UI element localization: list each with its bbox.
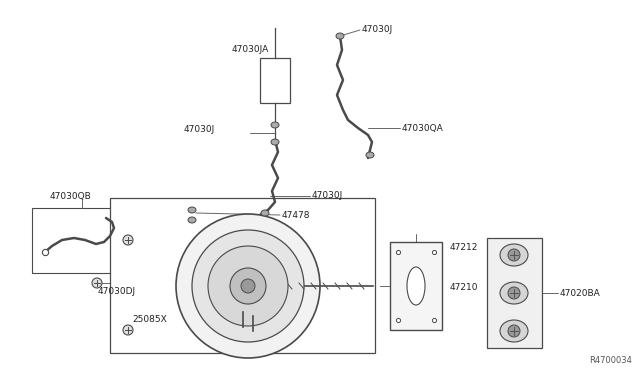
Text: 47030QB: 47030QB [50, 192, 92, 201]
Circle shape [230, 268, 266, 304]
Ellipse shape [500, 282, 528, 304]
Circle shape [176, 214, 320, 358]
Text: 47030JA: 47030JA [232, 45, 269, 55]
Text: 47020BA: 47020BA [560, 289, 601, 298]
Ellipse shape [407, 267, 425, 305]
Circle shape [508, 325, 520, 337]
Ellipse shape [336, 33, 344, 39]
Circle shape [123, 325, 133, 335]
Ellipse shape [500, 320, 528, 342]
Bar [390, 242, 442, 330]
Ellipse shape [271, 139, 279, 145]
Text: 47030DJ: 47030DJ [98, 288, 136, 296]
Text: 47478: 47478 [282, 211, 310, 219]
Text: 47030QA: 47030QA [402, 124, 444, 132]
Ellipse shape [261, 210, 269, 216]
Ellipse shape [500, 244, 528, 266]
Circle shape [192, 230, 304, 342]
Bar [487, 238, 542, 348]
Ellipse shape [366, 152, 374, 158]
Bar [260, 58, 290, 103]
Ellipse shape [188, 207, 196, 213]
Circle shape [508, 287, 520, 299]
Text: 47030J: 47030J [362, 26, 393, 35]
Text: 47030J: 47030J [312, 192, 343, 201]
Circle shape [92, 278, 102, 288]
Bar [32, 208, 132, 273]
Text: R4700034: R4700034 [589, 356, 632, 365]
Text: 47210: 47210 [450, 283, 479, 292]
Text: 25085X: 25085X [132, 315, 167, 324]
Text: 47030J: 47030J [184, 125, 215, 135]
Ellipse shape [271, 122, 279, 128]
Circle shape [123, 235, 133, 245]
Circle shape [208, 246, 288, 326]
Circle shape [241, 279, 255, 293]
Bar [110, 198, 375, 353]
Circle shape [508, 249, 520, 261]
Ellipse shape [188, 217, 196, 223]
Text: 47401: 47401 [224, 244, 253, 253]
Text: 47212: 47212 [450, 244, 478, 253]
